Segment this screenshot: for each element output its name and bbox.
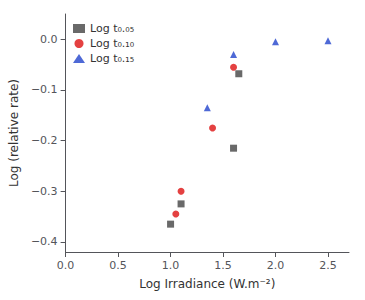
svg-text:0.5: 0.5 (109, 259, 127, 272)
svg-text:−0.1: −0.1 (31, 83, 58, 96)
svg-text:2.5: 2.5 (319, 259, 337, 272)
svg-text:Log t₀.₁₀: Log t₀.₁₀ (90, 37, 135, 50)
svg-text:2.0: 2.0 (267, 259, 285, 272)
svg-text:0.0: 0.0 (57, 259, 75, 272)
svg-text:1.0: 1.0 (162, 259, 180, 272)
svg-text:0.0: 0.0 (40, 33, 58, 46)
svg-text:−0.3: −0.3 (31, 185, 58, 198)
svg-text:Log t₀.₀₅: Log t₀.₀₅ (90, 22, 134, 35)
svg-text:Log t₀.₁₅: Log t₀.₁₅ (90, 52, 134, 65)
svg-text:1.5: 1.5 (214, 259, 232, 272)
svg-text:Log (relative rate): Log (relative rate) (7, 79, 21, 187)
svg-text:−0.4: −0.4 (31, 235, 58, 248)
svg-text:−0.2: −0.2 (31, 134, 58, 147)
svg-text:Log Irradiance (W.m⁻²): Log Irradiance (W.m⁻²) (139, 277, 275, 291)
